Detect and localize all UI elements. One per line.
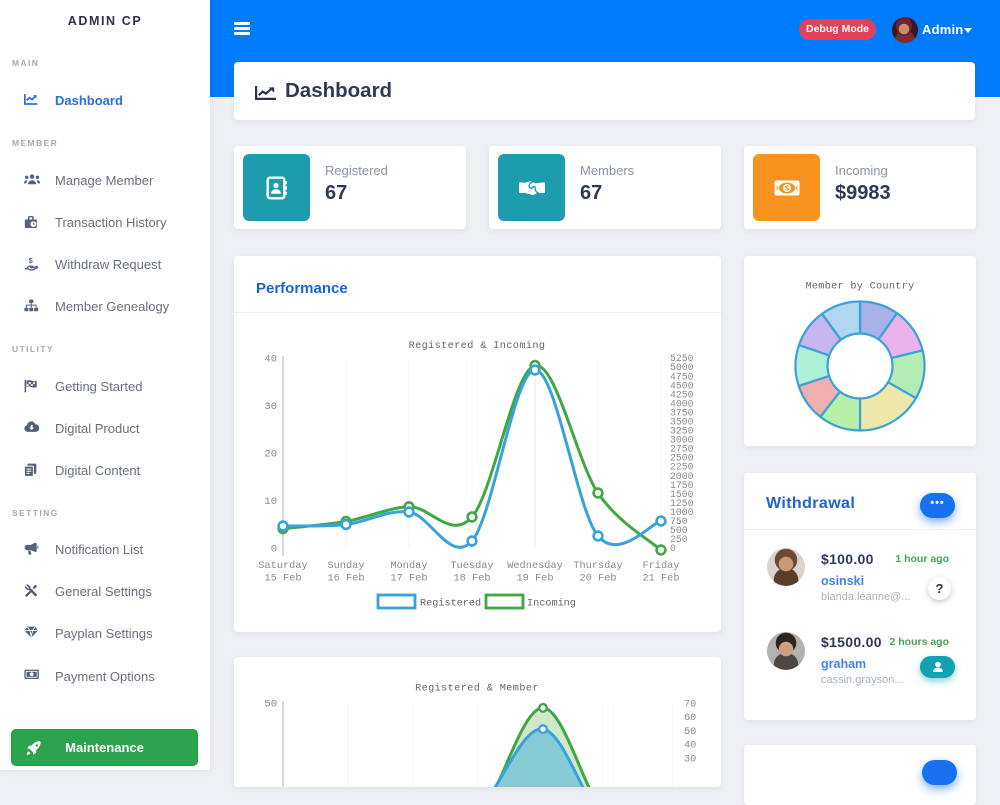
svg-text:16 Feb: 16 Feb — [327, 573, 364, 585]
svg-text:2000: 2000 — [670, 471, 694, 482]
svg-text:Saturday: Saturday — [258, 560, 307, 572]
svg-text:Wednesday: Wednesday — [507, 560, 563, 572]
svg-text:$: $ — [29, 257, 33, 265]
svg-text:50: 50 — [264, 699, 277, 711]
svg-text:4250: 4250 — [670, 389, 694, 400]
svg-text:3750: 3750 — [670, 408, 694, 419]
svg-text:500: 500 — [670, 525, 688, 536]
svg-text:17 Feb: 17 Feb — [390, 573, 427, 585]
svg-text:18 Feb: 18 Feb — [453, 573, 490, 585]
svg-text:Sunday: Sunday — [327, 560, 364, 572]
svg-text:70: 70 — [684, 700, 696, 711]
svg-text:3000: 3000 — [670, 435, 694, 446]
svg-text:3500: 3500 — [670, 417, 694, 428]
svg-text:Member by Country: Member by Country — [805, 281, 914, 293]
svg-text:21 Feb: 21 Feb — [642, 573, 679, 585]
svg-text:5000: 5000 — [670, 362, 694, 373]
svg-text:40: 40 — [684, 741, 696, 752]
svg-text:1500: 1500 — [670, 489, 694, 500]
svg-text:30: 30 — [264, 401, 277, 413]
svg-text:$: $ — [784, 183, 789, 192]
svg-text:10: 10 — [264, 496, 277, 508]
svg-text:20 Feb: 20 Feb — [579, 573, 616, 585]
svg-text:250: 250 — [670, 534, 688, 545]
svg-text:4500: 4500 — [670, 380, 694, 391]
svg-text:5250: 5250 — [670, 353, 694, 364]
svg-text:0: 0 — [271, 544, 277, 556]
svg-text:Friday: Friday — [642, 560, 679, 572]
svg-text:2250: 2250 — [670, 462, 694, 473]
svg-text:1000: 1000 — [670, 507, 694, 518]
svg-text:50: 50 — [684, 727, 696, 738]
svg-text:Monday: Monday — [390, 560, 427, 572]
svg-text:Registered & Incoming: Registered & Incoming — [409, 340, 546, 352]
svg-text:4750: 4750 — [670, 371, 694, 382]
svg-text:0: 0 — [670, 543, 676, 554]
svg-text:Incoming: Incoming — [527, 598, 576, 610]
svg-text:15 Feb: 15 Feb — [264, 573, 301, 585]
svg-text:Registered: Registered — [420, 598, 481, 610]
svg-text:Tuesday: Tuesday — [450, 560, 493, 572]
svg-text:60: 60 — [684, 713, 696, 724]
svg-text:3250: 3250 — [670, 426, 694, 437]
svg-text:Registered & Member: Registered & Member — [415, 683, 539, 695]
svg-text:19 Feb: 19 Feb — [516, 573, 553, 585]
svg-text:20: 20 — [264, 449, 277, 461]
svg-text:750: 750 — [670, 516, 688, 527]
svg-text:2750: 2750 — [670, 444, 694, 455]
svg-text:Thursday: Thursday — [573, 560, 622, 572]
svg-text:4000: 4000 — [670, 398, 694, 409]
svg-text:30: 30 — [684, 754, 696, 765]
svg-text:1250: 1250 — [670, 498, 694, 509]
svg-text:1750: 1750 — [670, 480, 694, 491]
svg-text:40: 40 — [264, 354, 277, 366]
svg-text:2500: 2500 — [670, 453, 694, 464]
